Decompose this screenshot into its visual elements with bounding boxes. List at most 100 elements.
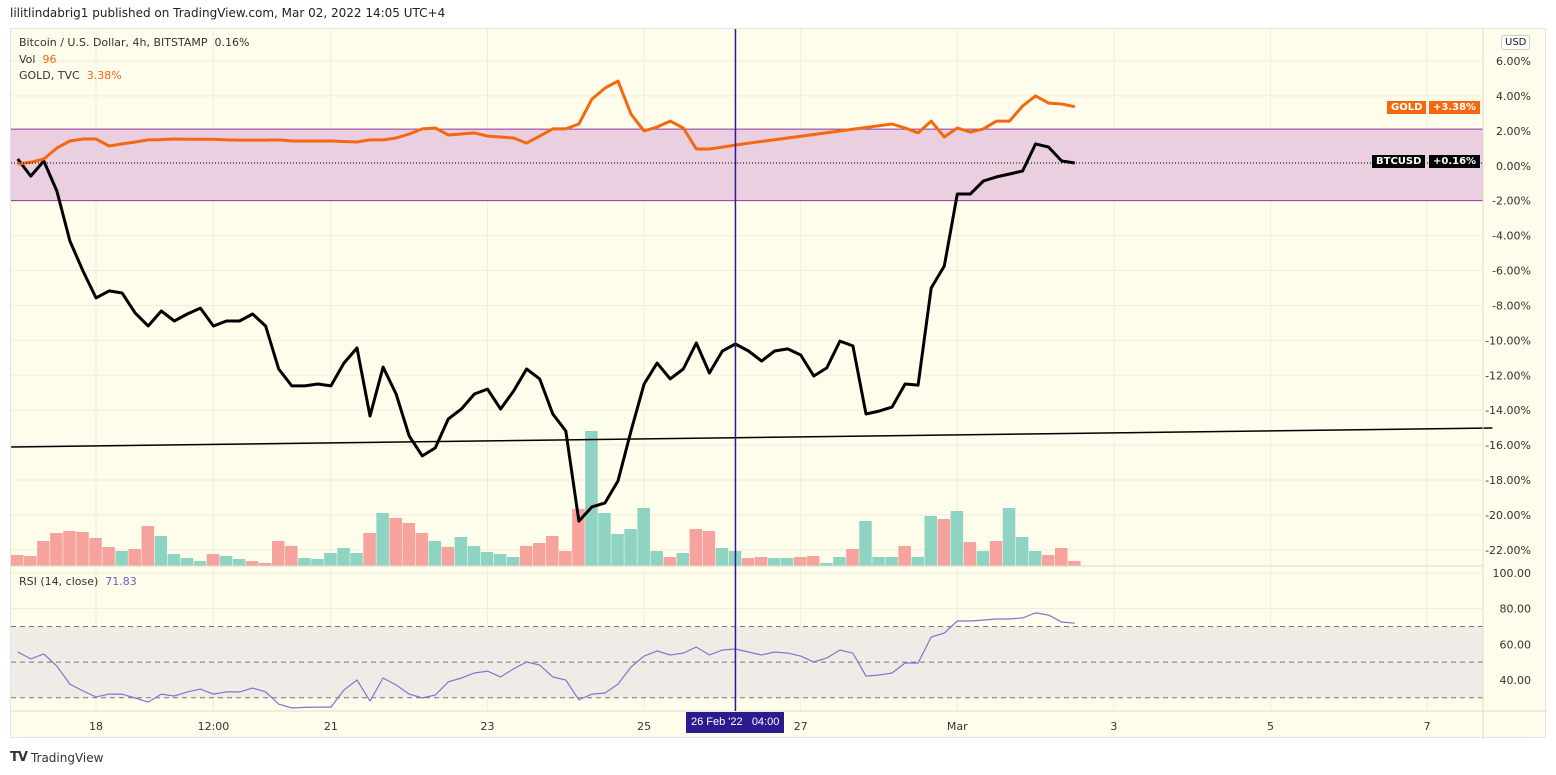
price-tick-label: -10.00% — [1485, 334, 1531, 347]
volume-bar — [167, 554, 181, 566]
volume-bar — [50, 533, 63, 566]
volume-bar — [389, 518, 402, 566]
volume-bar — [428, 541, 442, 566]
volume-bar — [506, 557, 520, 566]
volume-bar — [415, 533, 429, 566]
volume-bar — [585, 431, 598, 566]
volume-bar — [24, 556, 37, 566]
price-tick-label: 6.00% — [1496, 55, 1531, 68]
volume-bar — [689, 529, 703, 566]
volume-bar — [337, 548, 350, 566]
time-tick-label: 27 — [794, 720, 808, 733]
price-tick-label: 0.00% — [1496, 160, 1531, 173]
gold-price-tag-name: GOLD — [1387, 101, 1427, 114]
rsi-value: 71.83 — [105, 575, 137, 588]
volume-bar — [572, 509, 585, 566]
volume-bar — [950, 511, 964, 566]
rsi-tick-label: 100.00 — [1493, 567, 1532, 580]
currency-button[interactable]: USD — [1501, 35, 1531, 50]
volume-bar — [480, 552, 494, 566]
rsi-label: RSI (14, close) — [19, 575, 99, 588]
volume-bar — [324, 553, 337, 566]
price-tick-label: -4.00% — [1492, 230, 1531, 243]
price-tick-label: -2.00% — [1492, 195, 1531, 208]
chart-canvas[interactable]: 6.00% 4.00% 2.00% 0.00% -2.00% -4.00% -6.00% -8… — [11, 29, 1547, 739]
time-tick-label: 7 — [1424, 720, 1431, 733]
trend-line — [11, 427, 1493, 448]
volume-bar — [1028, 551, 1042, 566]
volume-bar — [258, 563, 272, 566]
rsi-legend[interactable]: RSI (14, close) 71.83 — [19, 575, 137, 588]
volume-bar — [885, 557, 898, 566]
crosshair-time-label: 26 Feb '22 04:00 — [686, 712, 785, 733]
rsi-tick-label: 80.00 — [1500, 603, 1532, 616]
volume-bar — [937, 519, 951, 566]
volume-bar — [663, 557, 676, 566]
price-tick-label: -20.00% — [1485, 509, 1531, 522]
volume-bar — [598, 513, 611, 566]
gold-price-tag-value: +3.38% — [1429, 101, 1481, 114]
volume-bar — [767, 558, 781, 566]
volume-bar — [833, 557, 846, 566]
price-tick-label: -8.00% — [1492, 299, 1531, 312]
volume-bar — [546, 536, 559, 566]
btc-price-tag-value: +0.16% — [1429, 155, 1481, 168]
time-tick-label: 5 — [1267, 720, 1274, 733]
volume-bar — [454, 537, 468, 566]
symbol-title: Bitcoin / U.S. Dollar, 4h, BITSTAMP — [19, 36, 208, 49]
price-tick-label: -22.00% — [1485, 544, 1531, 557]
volume-bar — [245, 561, 259, 566]
chart-area[interactable]: 6.00% 4.00% 2.00% 0.00% -2.00% -4.00% -6.00% -8… — [10, 28, 1547, 739]
price-tick-label: -18.00% — [1485, 474, 1531, 487]
published-by-text: lilitlindabrig1 published on TradingView… — [10, 6, 446, 20]
volume-bar — [741, 558, 755, 566]
time-tick-label: 18 — [89, 720, 103, 733]
volume-bar — [1015, 537, 1029, 566]
rsi-tick-label: 40.00 — [1500, 674, 1532, 687]
volume-bar — [859, 521, 872, 566]
time-tick-label: 12:00 — [198, 720, 230, 733]
price-tick-label: -14.00% — [1485, 404, 1531, 417]
symbol-change: 0.16% — [214, 36, 250, 49]
tradingview-logo[interactable]: TV TradingView — [10, 750, 103, 765]
volume-bar — [754, 557, 768, 566]
volume-bar — [780, 558, 794, 566]
volume-bar — [976, 551, 990, 566]
rsi-line — [17, 612, 1075, 709]
volume-bar — [493, 554, 507, 566]
price-tick-label: 4.00% — [1496, 90, 1531, 103]
volume-bar — [467, 546, 481, 566]
volume-bar — [794, 557, 807, 566]
time-tick-label: 23 — [481, 720, 495, 733]
time-tick-label: 21 — [324, 720, 338, 733]
volume-bar — [402, 523, 415, 566]
gold-legend[interactable]: GOLD, TVC 3.38% — [19, 69, 122, 82]
crosshair-date: 26 Feb '22 — [691, 716, 743, 728]
volume-bar — [650, 551, 663, 566]
crosshair-time: 04:00 — [751, 716, 780, 728]
brand-name: TradingView — [30, 750, 104, 765]
volume-bar — [846, 549, 859, 566]
volume-bar — [128, 549, 141, 566]
volume-bar — [872, 557, 885, 566]
volume-label: Vol — [19, 53, 36, 66]
volume-bar — [702, 531, 716, 566]
symbol-legend[interactable]: Bitcoin / U.S. Dollar, 4h, BITSTAMP 0.16… — [19, 36, 249, 49]
volume-bar — [820, 563, 833, 566]
btc-price-tag-name: BTCUSD — [1372, 155, 1426, 168]
volume-bar — [441, 547, 455, 566]
volume-legend[interactable]: Vol 96 — [19, 53, 56, 66]
volume-bar — [676, 553, 690, 566]
volume-bar — [350, 553, 363, 566]
volume-bar — [298, 558, 311, 566]
volume-bar — [1002, 508, 1016, 566]
time-tick-label: 3 — [1110, 720, 1117, 733]
volume-bar — [559, 551, 572, 566]
volume-bar — [376, 513, 389, 566]
volume-value: 96 — [42, 53, 57, 66]
volume-bar — [1068, 561, 1081, 566]
volume-bar — [141, 526, 154, 566]
gold-line — [17, 79, 1076, 166]
volume-bar — [611, 534, 624, 566]
time-tick-label: 25 — [637, 720, 651, 733]
